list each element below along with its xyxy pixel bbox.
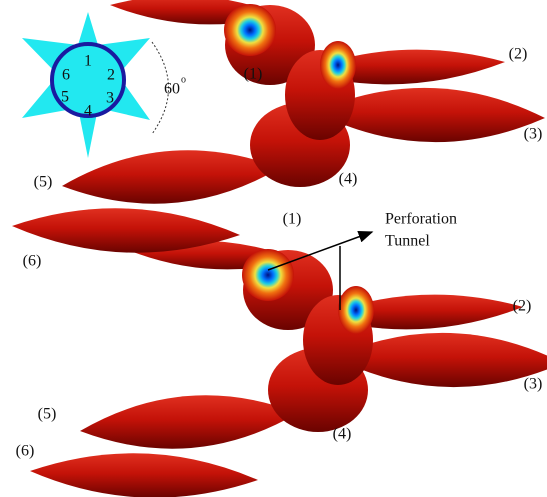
perforation-set [12,0,545,253]
contour [338,286,374,334]
perforation-set [30,240,547,497]
label: (6) [23,253,42,270]
label: (4) [333,426,352,443]
inset: 1 2 3 4 5 6 60 o [22,12,186,158]
label: (2) [509,46,528,63]
label: (3) [524,126,543,143]
label: (5) [34,174,53,191]
label: (1) [244,66,263,83]
inset-number: 3 [106,90,114,107]
perforation-lobe [30,453,258,497]
label: (1) [283,211,302,228]
annotation-text: Tunnel [385,233,430,250]
annotation-text: Perforation [385,211,457,228]
label: (4) [339,171,358,188]
contour [224,4,276,56]
label: (5) [38,406,57,423]
inset-number: 6 [62,67,70,84]
perforation-model [12,0,547,497]
inset-number: 2 [107,67,115,84]
wellbore [50,42,126,118]
perforation-lobe [80,395,298,449]
inset-number: 5 [61,89,69,106]
inset-number: 4 [84,103,92,120]
arrow [267,230,374,271]
angle-unit: o [181,74,186,85]
perforation-lobe [315,87,545,143]
contour [320,41,356,89]
perforation-lobe [62,150,280,204]
contour [242,249,294,301]
inset-number: 1 [84,53,92,70]
angle-arc [151,41,169,135]
lower-labels: (1) (2) (3) (4) (5) (6) [16,211,543,460]
perforation-lobe [333,333,547,387]
annotation: Perforation Tunnel [267,211,457,310]
angle-label: 60 [164,81,180,98]
label: (3) [524,376,543,393]
perforation-lobe [12,208,240,253]
label: (6) [16,443,35,460]
label: (2) [513,298,532,315]
upper-labels: (1) (2) (3) (4) (5) (6) [23,46,543,270]
